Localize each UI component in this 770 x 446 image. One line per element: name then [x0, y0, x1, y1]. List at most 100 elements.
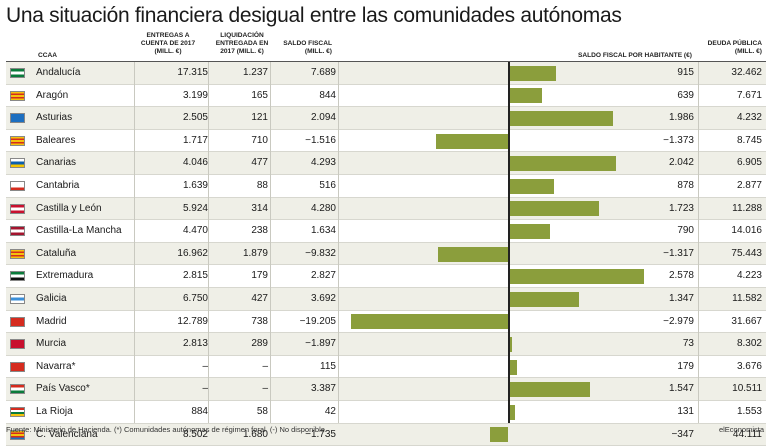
saldo-fiscal-value: 844 — [319, 89, 336, 101]
region-name: La Rioja — [36, 406, 73, 417]
table-row: Galicia 6.750 427 3.692 1.347 11.582 — [6, 288, 766, 311]
table-row: Navarra* – – 115 179 3.676 — [6, 356, 766, 379]
saldo-fiscal-value: −1.897 — [305, 338, 336, 350]
region-name: Castilla-La Mancha — [36, 225, 122, 237]
saldo-habitante-value: −1.317 — [663, 247, 694, 259]
deuda-value: 44.111 — [732, 428, 762, 440]
liquidacion-value: – — [262, 360, 268, 372]
table-row: Canarias 4.046 477 4.293 2.042 6.905 — [6, 152, 766, 175]
region-name: Asturias — [36, 112, 73, 124]
header-entregas-line3: (MILL. €) — [154, 48, 182, 55]
row-separator — [6, 264, 766, 266]
header-liquidacion-line1: LIQUIDACIÓN — [220, 32, 264, 39]
liquidacion-value: 179 — [251, 270, 268, 282]
liquidacion-value: 314 — [251, 202, 268, 214]
row-separator — [6, 377, 766, 379]
liquidacion-value: 1.680 — [242, 428, 268, 440]
entregas-value: 2.813 — [182, 338, 208, 350]
saldo-habitante-value: 878 — [677, 180, 694, 191]
row-separator — [6, 219, 766, 221]
region-name: Cataluña — [36, 247, 77, 259]
saldo-fiscal-value: 7.689 — [310, 67, 336, 78]
table-row: Aragón 3.199 165 844 639 7.671 — [6, 85, 766, 108]
saldo-habitante-bar — [508, 269, 645, 285]
entregas-value: 884 — [191, 406, 208, 417]
saldo-fiscal-value: 4.280 — [310, 202, 336, 214]
entregas-value: 12.789 — [177, 315, 208, 327]
header-saldo-fiscal-line2: (MILL. €) — [304, 48, 332, 55]
header-liquidacion-line3: 2017 (MILL. €) — [220, 48, 264, 55]
saldo-fiscal-value: 1.634 — [310, 225, 336, 237]
saldo-habitante-bar — [438, 246, 508, 262]
zero-axis-line — [508, 62, 510, 423]
header-deuda-line1: DEUDA PÚBLICA — [707, 40, 762, 47]
row-separator — [6, 286, 766, 288]
saldo-habitante-bar — [435, 133, 508, 149]
region-name: Madrid — [36, 315, 67, 327]
table-row: Extremadura 2.815 179 2.827 2.578 4.223 — [6, 265, 766, 288]
liquidacion-value: 1.879 — [242, 247, 268, 259]
saldo-habitante-bar — [508, 201, 599, 217]
saldo-habitante-bar — [508, 359, 518, 375]
entregas-value: 8.502 — [182, 428, 208, 440]
row-separator — [6, 151, 766, 153]
row-separator — [6, 422, 766, 424]
deuda-value: 4.223 — [736, 270, 762, 282]
deuda-value: 7.671 — [736, 89, 762, 101]
region-name: Canarias — [36, 157, 77, 169]
region-name: Castilla y León — [36, 202, 102, 214]
header-entregas: ENTREGAS A CUENTA DE 2017 (MILL. €) — [128, 32, 208, 56]
entregas-value: 6.750 — [182, 293, 208, 304]
saldo-habitante-value: 1.547 — [668, 383, 694, 395]
region-flag-icon — [10, 68, 25, 78]
saldo-habitante-value: 1.986 — [668, 112, 694, 124]
saldo-habitante-bar — [508, 156, 616, 172]
deuda-value: 31.667 — [731, 315, 762, 327]
brand-label: elEconomista — [718, 425, 764, 434]
region-name: C. Valenciana — [36, 428, 98, 440]
region-flag-icon — [10, 226, 25, 237]
saldo-habitante-value: 131 — [677, 406, 694, 417]
header-saldo-fiscal: SALDO FISCAL (MILL. €) — [266, 40, 332, 56]
saldo-habitante-bar — [350, 314, 508, 330]
row-separator — [6, 196, 766, 198]
region-name: Baleares — [36, 134, 76, 146]
table-row: Andalucía 17.315 1.237 7.689 915 32.462 — [6, 62, 766, 85]
saldo-habitante-value: 2.578 — [668, 270, 694, 282]
saldo-fiscal-value: 115 — [320, 360, 336, 372]
entregas-value: 2.815 — [182, 270, 208, 282]
region-name: Cantabria — [36, 180, 80, 191]
table-row: Madrid 12.789 738 −19.205 −2.979 31.667 — [6, 311, 766, 334]
region-flag-icon — [10, 429, 25, 440]
deuda-value: 11.582 — [732, 293, 762, 304]
deuda-value: 8.302 — [736, 338, 762, 350]
header-deuda-line2: (MILL. €) — [734, 48, 762, 55]
liquidacion-value: 88 — [256, 180, 268, 191]
liquidacion-value: – — [262, 383, 268, 395]
row-separator — [6, 399, 766, 401]
chart-title: Una situación financiera desigual entre … — [6, 4, 622, 27]
region-name: Galicia — [36, 293, 67, 304]
table-row: Cantabria 1.639 88 516 878 2.877 — [6, 175, 766, 198]
saldo-habitante-value: 1.347 — [668, 293, 694, 304]
source-note: Fuente: Ministerio de Hacienda. (*) Comu… — [6, 425, 327, 434]
column-divider — [338, 62, 339, 423]
region-flag-icon — [10, 271, 25, 282]
deuda-value: 32.462 — [731, 67, 762, 78]
liquidacion-value: 289 — [251, 338, 268, 350]
row-separator — [6, 106, 766, 108]
liquidacion-value: 477 — [251, 157, 268, 169]
table-row: Cataluña 16.962 1.879 −9.832 −1.317 75.443 — [6, 242, 766, 266]
region-name: Aragón — [36, 89, 69, 101]
entregas-value: 1.717 — [182, 134, 208, 146]
table-row: Murcia 2.813 289 −1.897 73 8.302 — [6, 333, 766, 356]
header-entregas-line1: ENTREGAS A — [146, 32, 190, 39]
entregas-value: 16.962 — [177, 247, 208, 259]
entregas-value: 4.046 — [182, 157, 208, 169]
table-row: Baleares 1.717 710 −1.516 −1.373 8.745 — [6, 130, 766, 153]
entregas-value: – — [202, 383, 208, 395]
deuda-value: 14.016 — [731, 225, 762, 237]
region-flag-icon — [10, 181, 25, 191]
region-flag-icon — [10, 135, 25, 146]
saldo-habitante-bar — [508, 382, 590, 398]
